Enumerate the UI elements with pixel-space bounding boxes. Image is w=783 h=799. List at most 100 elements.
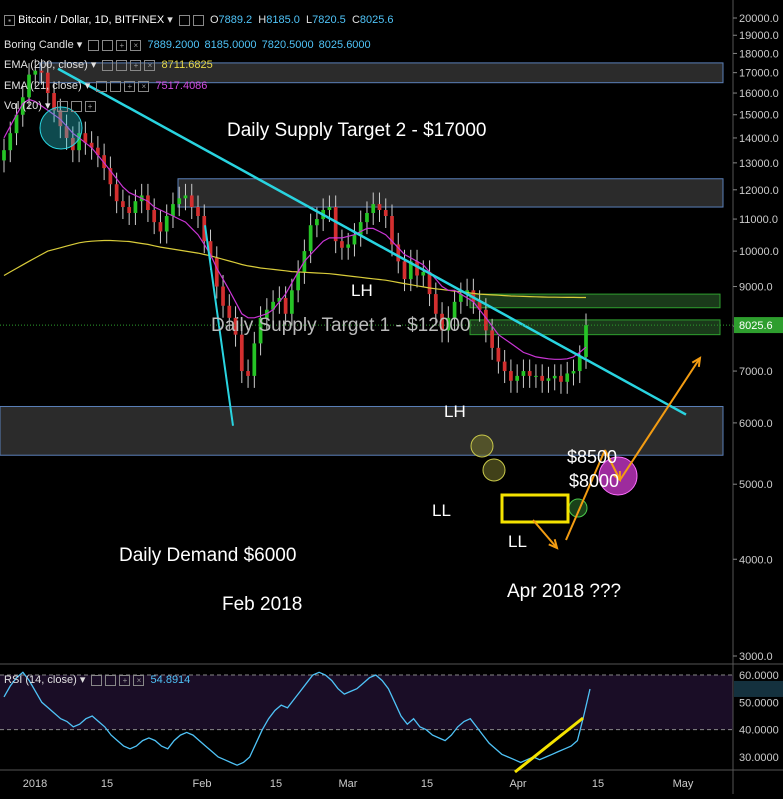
candle-body: [2, 150, 6, 161]
candle-body: [70, 137, 75, 151]
candle-body: [365, 212, 369, 223]
resistance-zone-8500: [469, 293, 721, 309]
time-axis-label: Mar: [339, 778, 358, 790]
candle-body: [114, 184, 119, 202]
candle-body: [415, 261, 419, 276]
rsi-yellow-trendline: [514, 716, 584, 774]
candle-body: [146, 195, 150, 211]
settings-icon[interactable]: [110, 80, 122, 92]
candle-body: [127, 207, 132, 213]
lower-high-label: LH: [351, 281, 373, 300]
boring-candle-label: Boring Candle: [4, 39, 74, 51]
ema21-label: EMA (21, close): [4, 80, 82, 92]
projection-arrow-retest: [604, 449, 621, 481]
candle-body: [183, 195, 188, 199]
time-axis-label: 15: [421, 778, 433, 790]
eye-icon[interactable]: [88, 39, 100, 51]
ema21-value: 7517.4086: [155, 80, 208, 92]
ohlc-l-label: L: [306, 14, 313, 26]
ema200-legend: EMA (200, close) ▾ + × 8711.6825: [4, 58, 213, 71]
candle-body: [277, 297, 282, 302]
settings-icon[interactable]: [105, 674, 117, 686]
close-icon[interactable]: ×: [138, 80, 150, 92]
supply-target-1-zone: [177, 178, 724, 208]
eye-icon[interactable]: [56, 100, 68, 112]
candle-body: [133, 201, 138, 213]
close-icon[interactable]: ×: [133, 674, 145, 686]
price-axis-label: 17000.0: [739, 68, 779, 80]
demand-zone: [0, 405, 724, 456]
time-axis-label: 15: [270, 778, 282, 790]
collapse-icon[interactable]: ▪: [4, 14, 15, 26]
price-axis-label: 7000.0: [739, 366, 773, 378]
candle-body: [221, 286, 225, 306]
price-axis-label: 11000.0: [739, 214, 778, 226]
candle-body: [290, 290, 294, 314]
dropdown-icon[interactable]: ▾: [84, 80, 91, 92]
plus-icon[interactable]: +: [124, 80, 136, 92]
time-axis-label: Feb: [193, 778, 212, 790]
symbol-legend-row: ▪ Bitcoin / Dollar, 1D, BITFINEX ▾ O7889…: [4, 13, 394, 26]
candle-body: [27, 74, 31, 98]
supply-target-1-label: Daily Supply Target 1 - $12000: [211, 315, 470, 336]
candle-body: [477, 301, 482, 310]
candle-body: [352, 234, 357, 245]
candle-body: [177, 198, 182, 205]
price-axis-label: 3000.0: [739, 651, 773, 663]
rsi-value: 54.8914: [150, 674, 191, 686]
ema200-label: EMA (200, close): [4, 59, 88, 71]
price-axis-label: 19000.0: [739, 30, 779, 42]
dropdown-icon[interactable]: ▾: [79, 674, 86, 686]
dropdown-icon[interactable]: ▾: [167, 14, 173, 26]
dropdown-icon[interactable]: ▾: [44, 100, 51, 112]
rsi-line: [3, 671, 591, 766]
ohlc-c-value: 8025.6: [359, 14, 394, 26]
settings-icon[interactable]: [116, 59, 128, 71]
close-icon[interactable]: ×: [144, 59, 156, 71]
ohlc-l-value: 7820.5: [312, 14, 346, 26]
eye-icon[interactable]: [102, 59, 114, 71]
candle-body: [33, 70, 38, 75]
dropdown-icon[interactable]: ▾: [76, 39, 83, 51]
candle-body: [20, 97, 25, 115]
candle-body: [8, 133, 13, 151]
candle-body: [233, 317, 238, 335]
plus-icon[interactable]: +: [130, 59, 142, 71]
ohlc-o-label: O: [209, 14, 219, 26]
projection-line-up: [565, 449, 606, 541]
candle-body: [571, 371, 576, 374]
candle-body: [565, 373, 570, 382]
settings-icon[interactable]: [70, 100, 82, 112]
rsi-label: RSI (14, close): [4, 674, 77, 686]
settings-icon[interactable]: [102, 39, 114, 51]
candle-body: [102, 155, 106, 169]
supply-target-2-zone: [39, 62, 724, 84]
highlight-circle: [39, 106, 83, 150]
highlight-circle: [482, 458, 506, 482]
candle-body: [515, 375, 520, 381]
eye-icon[interactable]: [96, 80, 108, 92]
candle-body: [158, 222, 163, 232]
plus-icon[interactable]: +: [116, 39, 128, 51]
settings-icon-2[interactable]: [192, 14, 204, 26]
dropdown-icon[interactable]: ▾: [90, 59, 97, 71]
candle-body: [208, 241, 213, 258]
projection-arrow-target-head: [691, 356, 702, 368]
candle-body: [534, 375, 538, 377]
settings-icon[interactable]: [178, 14, 190, 26]
candle-body: [214, 257, 219, 287]
candle-body: [333, 207, 338, 242]
projection-arrow-down: [532, 519, 558, 549]
eye-icon[interactable]: [91, 674, 103, 686]
apr-2018-label: Apr 2018 ???: [507, 581, 621, 602]
plus-icon[interactable]: +: [84, 100, 96, 112]
close-icon[interactable]: ×: [130, 39, 142, 51]
candle-body: [546, 378, 551, 381]
resistance-zone-8000: [469, 319, 721, 336]
time-axis-label: 15: [101, 778, 113, 790]
demand-label: Daily Demand $6000: [119, 545, 296, 566]
candle-body: [408, 261, 413, 280]
plus-icon[interactable]: +: [119, 674, 131, 686]
